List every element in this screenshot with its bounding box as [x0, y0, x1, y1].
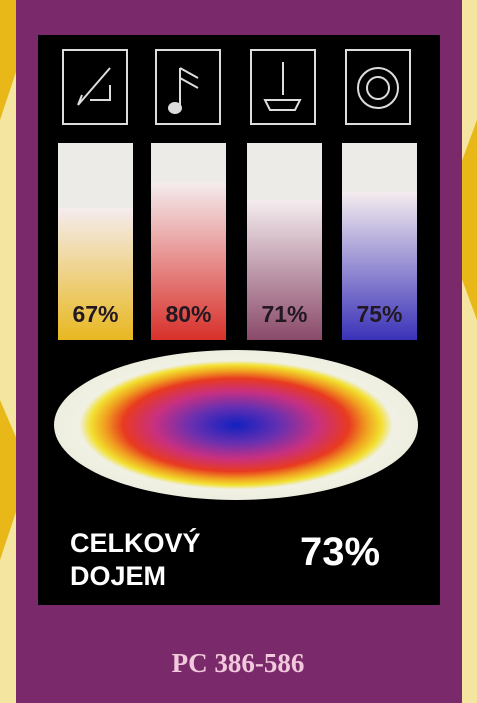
icon-box [345, 49, 411, 125]
icon-box [155, 49, 221, 125]
icon-box [250, 49, 316, 125]
bar [58, 208, 133, 340]
bar [247, 200, 322, 340]
overall-score: 73% [300, 530, 380, 574]
icon-headphones-inner [366, 76, 390, 100]
overall-label: DOJEM [70, 561, 166, 591]
value-label: 75% [356, 301, 402, 327]
overall-label: CELKOVÝ [70, 527, 201, 558]
icon-note [179, 67, 199, 108]
value-label: 67% [72, 301, 118, 327]
value-label: 71% [261, 301, 307, 327]
icon-pen [77, 67, 111, 106]
icon-note-head [168, 102, 182, 114]
bar [342, 192, 417, 340]
bar [151, 182, 226, 340]
overall-disc [54, 350, 418, 500]
platform: PC 386-586 [172, 648, 305, 678]
icons [62, 49, 411, 125]
icon-headphones [357, 67, 399, 109]
icon-box [62, 49, 128, 125]
value-label: 80% [165, 301, 211, 327]
icon-joystick [263, 62, 302, 111]
